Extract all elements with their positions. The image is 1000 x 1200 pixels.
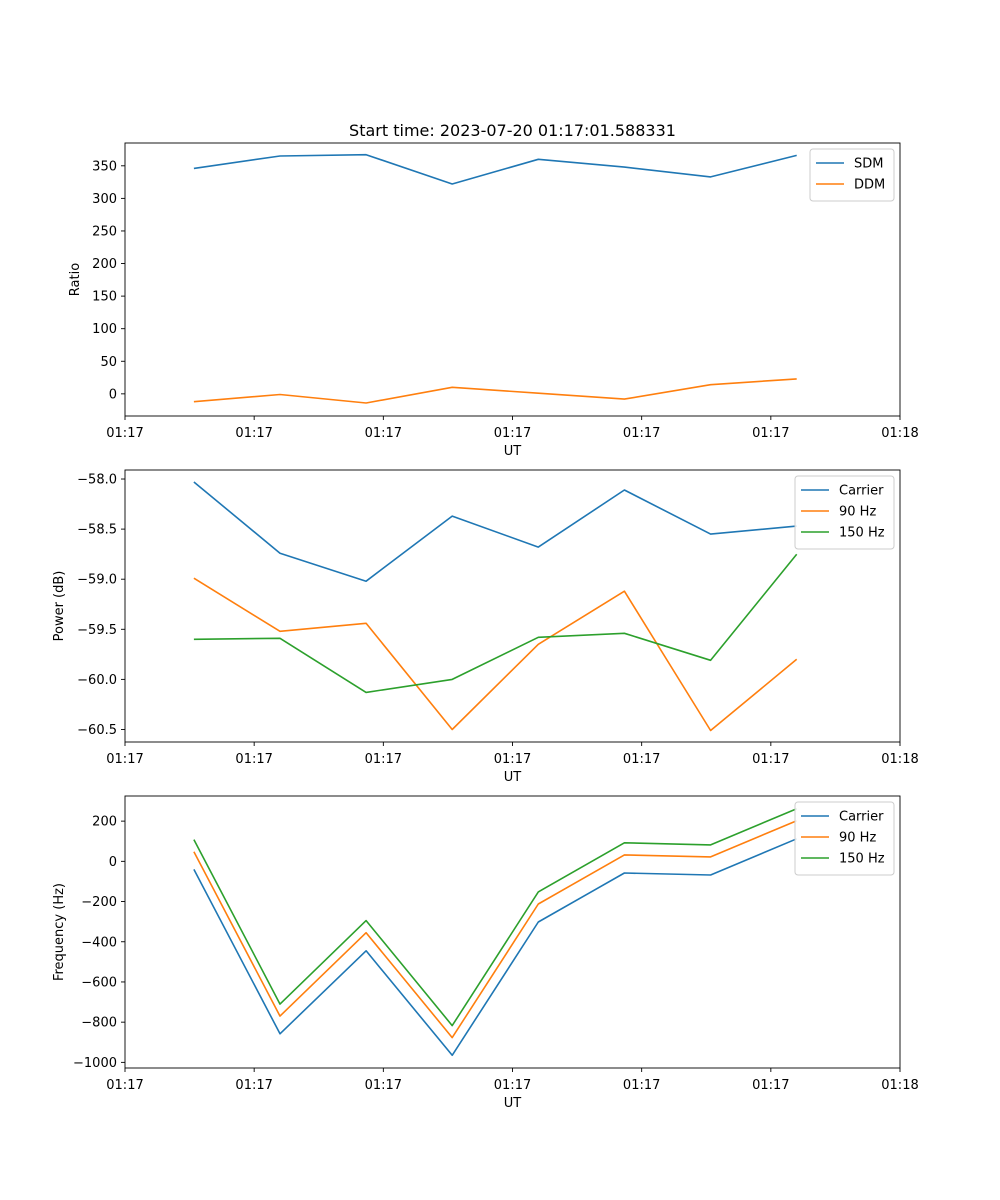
x-tick-label: 01:17 (235, 426, 272, 441)
legend-label: SDM (854, 157, 883, 172)
plot-frame (124, 142, 901, 417)
y-tick-label: −200 (81, 895, 117, 910)
y-tick-label: −800 (81, 1016, 117, 1031)
x-tick-label: 01:17 (365, 426, 402, 441)
y-tick-label: −1000 (73, 1056, 117, 1071)
x-tick-label: 01:17 (365, 752, 402, 767)
y-tick-label: −400 (81, 935, 117, 950)
legend-label: 90 Hz (839, 831, 876, 846)
x-tick-label: 01:18 (881, 752, 918, 767)
x-tick-label: 01:17 (235, 1078, 272, 1093)
x-axis-label: UT (504, 444, 522, 459)
series-line-90-hz (193, 577, 798, 732)
y-tick-label: −60.5 (77, 723, 117, 738)
x-tick-label: 01:17 (494, 1078, 531, 1093)
series-line-150-hz (193, 807, 798, 1027)
x-tick-label: 01:17 (365, 1078, 402, 1093)
x-tick-label: 01:17 (106, 426, 143, 441)
y-tick-label: 0 (109, 855, 117, 870)
y-axis-label: Frequency (Hz) (52, 883, 67, 981)
x-tick-label: 01:17 (623, 752, 660, 767)
legend-label: 150 Hz (839, 526, 885, 541)
legend-box (794, 801, 895, 876)
chart-panel-3: 01:17 01:17 01:17 01:17 01:17 01:17 01:18 200 0 −… (52, 795, 919, 1111)
legend-label: 90 Hz (839, 505, 876, 520)
y-tick-label: −600 (81, 975, 117, 990)
y-tick-label: −58.5 (77, 523, 117, 538)
y-tick-label: −59.5 (77, 623, 117, 638)
chart-panel-1: Start time: 2023-07-20 01:17:01.58833101… (68, 121, 919, 459)
chart-panel-2: 01:17 01:17 01:17 01:17 01:17 01:17 01:18 −58.0… (52, 469, 919, 785)
y-tick-label: 0 (109, 387, 117, 402)
y-tick-label: 250 (92, 224, 117, 239)
series-line-carrier (193, 481, 797, 583)
x-tick-label: 01:17 (623, 1078, 660, 1093)
y-tick-label: 200 (92, 815, 117, 830)
y-tick-label: −58.0 (77, 473, 117, 488)
x-tick-label: 01:17 (623, 426, 660, 441)
y-axis-label: Ratio (68, 263, 83, 296)
y-axis-label: Power (dB) (52, 571, 67, 642)
legend-box (794, 475, 895, 550)
plot-frame (124, 469, 901, 743)
x-tick-label: 01:17 (752, 752, 789, 767)
x-axis-label: UT (504, 770, 522, 785)
plot-frame (124, 795, 901, 1069)
y-tick-label: 50 (100, 355, 117, 370)
y-tick-label: 200 (92, 257, 117, 272)
y-tick-label: −60.0 (77, 673, 117, 688)
x-tick-label: 01:17 (752, 426, 789, 441)
legend-box (809, 148, 895, 202)
x-tick-label: 01:17 (235, 752, 272, 767)
series-line-carrier (193, 838, 798, 1057)
chart-title: Start time: 2023-07-20 01:17:01.588331 (349, 121, 676, 140)
x-tick-label: 01:18 (881, 426, 918, 441)
legend-label: Carrier (839, 484, 884, 499)
series-line-90-hz (193, 819, 798, 1039)
x-tick-label: 01:17 (752, 1078, 789, 1093)
x-tick-label: 01:18 (881, 1078, 918, 1093)
y-tick-label: 350 (92, 159, 117, 174)
series-line-sdm (193, 153, 797, 185)
y-tick-label: 300 (92, 192, 117, 207)
x-tick-label: 01:17 (106, 1078, 143, 1093)
y-tick-label: 100 (92, 322, 117, 337)
x-tick-label: 01:17 (494, 752, 531, 767)
x-axis-label: UT (504, 1096, 522, 1111)
legend-label: Carrier (839, 810, 884, 825)
x-tick-label: 01:17 (494, 426, 531, 441)
series-line-ddm (193, 378, 797, 404)
x-tick-label: 01:17 (106, 752, 143, 767)
legend-label: 150 Hz (839, 852, 885, 867)
y-tick-label: −59.0 (77, 573, 117, 588)
series-line-150-hz (193, 553, 798, 694)
legend-label: DDM (854, 178, 885, 193)
y-tick-label: 150 (92, 290, 117, 305)
